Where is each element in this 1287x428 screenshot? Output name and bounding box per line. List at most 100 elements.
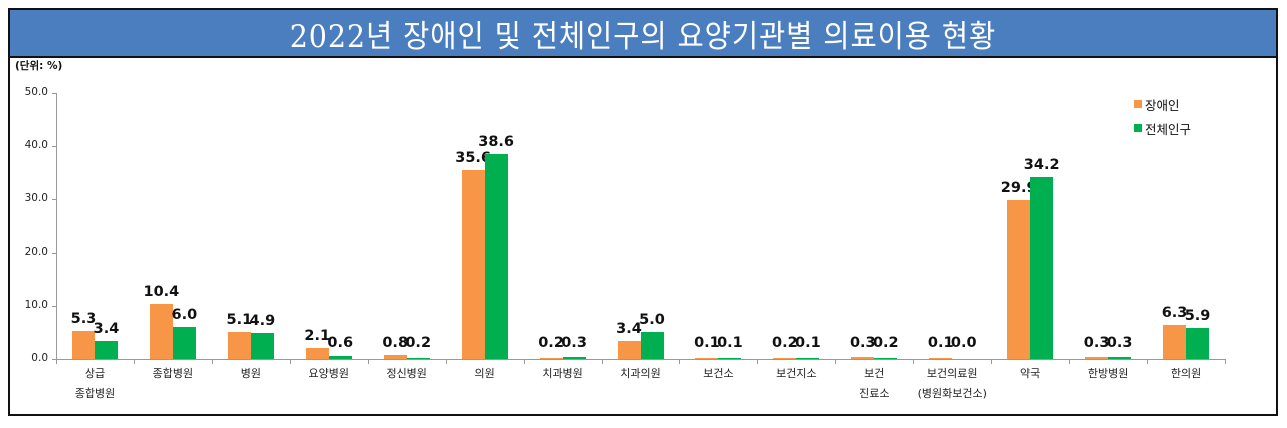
category-label-line: 정신병원: [386, 367, 427, 380]
y-tick-mark: [52, 359, 56, 360]
bar-total: [640, 332, 664, 359]
x-tick-mark: [56, 359, 57, 364]
value-label: 0.1: [717, 335, 743, 351]
unit-label: (단위: %): [15, 60, 63, 72]
x-tick-mark: [133, 359, 135, 364]
x-tick-mark: [445, 359, 447, 364]
legend: 장애인 전체인구: [1134, 92, 1191, 140]
value-label: 29.9: [1000, 179, 1037, 196]
value-label: 0.3: [1083, 335, 1110, 351]
category-label: 종합병원: [153, 364, 193, 384]
bar-disabled: [539, 357, 563, 359]
legend-label: 전체인구: [1145, 121, 1192, 137]
bar-disabled: [227, 331, 251, 359]
category-label: 정신병원: [386, 364, 426, 384]
chart-title: 2022년 장애인 및 전체인구의 요양기관별 의료이용 현황: [289, 18, 997, 55]
bar-disabled: [617, 340, 641, 359]
value-label: 0.2: [538, 335, 564, 351]
value-label: 0.2: [405, 335, 432, 351]
legend-item-total: 전체인구: [1134, 116, 1191, 140]
category-label: 보건지소: [776, 364, 816, 384]
value-label: 5.9: [1184, 307, 1211, 324]
legend-item-disabled: 장애인: [1134, 92, 1191, 116]
bar-total: [1108, 357, 1132, 359]
category-label: 치과병원: [542, 364, 582, 384]
y-tick-mark: [52, 199, 56, 201]
value-label: 5.0: [639, 312, 665, 329]
bar-disabled: [305, 347, 329, 359]
value-label: 34.2: [1023, 157, 1060, 174]
category-label: 보건소: [703, 364, 733, 384]
bar-total: [1186, 327, 1210, 359]
y-tick-label: 50.0: [24, 86, 48, 98]
x-tick-mark: [289, 359, 291, 364]
y-tick-label: 10.0: [24, 298, 48, 311]
value-label: 0.8: [382, 335, 409, 351]
y-tick-mark: [52, 93, 56, 94]
x-tick-mark: [757, 359, 759, 364]
bar-disabled: [383, 354, 407, 359]
bar-total: [562, 357, 586, 359]
category-label-line: 진료소: [859, 387, 890, 400]
y-axis: [56, 93, 57, 359]
value-label: 5.1: [226, 311, 253, 328]
category-label: 한방병원: [1088, 364, 1128, 384]
value-label: 3.4: [616, 320, 642, 337]
value-label: 0.1: [927, 335, 954, 351]
value-label: 10.4: [143, 283, 180, 300]
category-label-line: 약국: [1020, 367, 1041, 380]
y-tick-mark: [52, 305, 56, 307]
bar-disabled: [695, 357, 719, 359]
x-axis: [56, 359, 1225, 360]
bar-disabled: [1085, 357, 1109, 359]
category-label: 요양병원: [309, 364, 349, 384]
value-label: 3.4: [93, 320, 120, 337]
category-label-line: 보건: [864, 367, 885, 380]
x-tick-mark: [523, 359, 525, 364]
category-label: 의원: [475, 364, 495, 384]
x-tick-mark: [1069, 359, 1071, 364]
value-label: 35.6: [455, 149, 492, 166]
legend-swatch-orange: [1134, 100, 1142, 108]
category-label: 치과의원: [620, 364, 660, 384]
bar-total: [484, 153, 508, 359]
value-label: 0.2: [872, 335, 899, 351]
x-tick-mark: [601, 359, 603, 364]
y-tick-label: 30.0: [24, 192, 48, 205]
bar-disabled: [1163, 325, 1187, 359]
bar-disabled: [1007, 199, 1031, 359]
value-label: 0.1: [795, 335, 821, 351]
category-label-line: 한방병원: [1087, 367, 1129, 380]
y-tick-label: 0.0: [31, 352, 48, 364]
legend-swatch-green: [1134, 124, 1142, 132]
bar-total: [406, 357, 430, 359]
category-label-line: 한의원: [1170, 367, 1202, 380]
bar-disabled: [929, 357, 953, 359]
category-label: 한의원: [1171, 364, 1201, 384]
value-label: 6.0: [171, 307, 198, 324]
value-label: 0.3: [1106, 335, 1133, 351]
category-label-line: 보건소: [703, 367, 734, 380]
bar-total: [874, 357, 898, 359]
x-tick-mark: [679, 359, 681, 364]
value-label: 0.6: [327, 335, 354, 351]
value-label: 6.3: [1161, 305, 1188, 322]
category-label-line: 요양병원: [308, 367, 350, 380]
title-bar: 2022년 장애인 및 전체인구의 요양기관별 의료이용 현황: [10, 10, 1276, 58]
category-label-line: 치과병원: [542, 367, 583, 380]
bar-disabled: [773, 357, 797, 359]
x-tick-mark: [913, 359, 915, 364]
bar-total: [172, 327, 196, 359]
y-tick-label: 20.0: [24, 245, 48, 258]
bar-total: [328, 355, 352, 359]
value-label: 0.2: [772, 335, 798, 351]
bar-disabled: [71, 330, 95, 359]
bar-disabled: [149, 303, 173, 359]
category-label: 보건의료원 (병원화보건소): [918, 364, 987, 404]
bar-total: [1030, 177, 1054, 359]
y-tick-label: 40.0: [24, 139, 48, 152]
category-label-line: 치과의원: [620, 367, 661, 380]
value-label: 4.9: [249, 312, 276, 329]
x-tick-mark: [991, 359, 993, 364]
